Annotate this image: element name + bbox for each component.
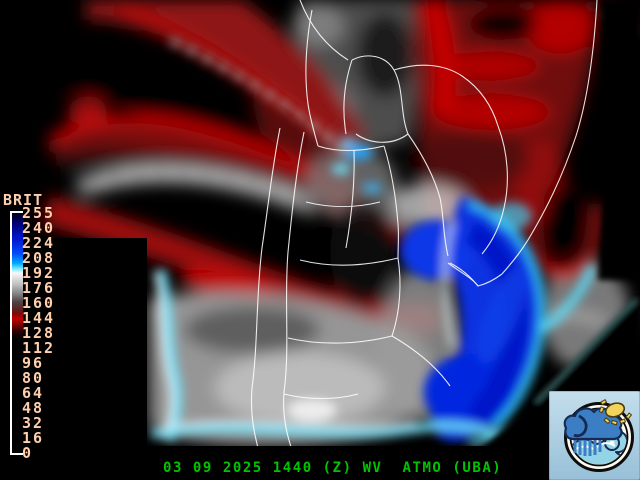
legend-scale-bar	[10, 211, 23, 455]
legend-tick-label: 80	[22, 369, 45, 387]
legend-tick-label: 208	[22, 249, 56, 267]
legend-tick-label: 144	[22, 309, 56, 327]
legend-tick-label: 32	[22, 414, 45, 432]
legend-tick-label: 48	[22, 399, 45, 417]
rain-icon	[573, 437, 602, 456]
legend-tick-label: 176	[22, 279, 56, 297]
legend-title: BRIT	[3, 191, 44, 209]
legend-tick-label: 112	[22, 339, 56, 357]
atmo-uba-logo	[548, 390, 640, 480]
rain-cloud-sun-wave-icon	[548, 390, 640, 480]
legend-tick-label: 160	[22, 294, 56, 312]
legend-tick-label: 128	[22, 324, 56, 342]
legend-tick-label: 240	[22, 219, 56, 237]
legend-tick-label: 224	[22, 234, 56, 252]
legend-tick-labels: 255 240 224 208 192 176 160 144 128 112 96 80 64 48 32…	[22, 206, 55, 461]
timestamp-caption: 03 09 2025 1440 (Z) WV ATMO (UBA)	[163, 460, 503, 476]
legend-tick-label: 64	[22, 384, 45, 402]
brightness-legend: BRIT 255 240 224 208 192 176 160 144 128 112 96 80 6…	[0, 0, 70, 480]
country-borders	[250, 0, 598, 451]
legend-column-background	[0, 238, 147, 480]
legend-tick-label: 192	[22, 264, 56, 282]
cloud-band-art	[151, 11, 640, 447]
legend-tick-label: 0	[22, 444, 34, 462]
legend-tick-label: 96	[22, 354, 45, 372]
legend-tick-label: 16	[22, 429, 45, 447]
sun-icon	[598, 398, 633, 426]
legend-tick-label: 255	[22, 204, 56, 222]
